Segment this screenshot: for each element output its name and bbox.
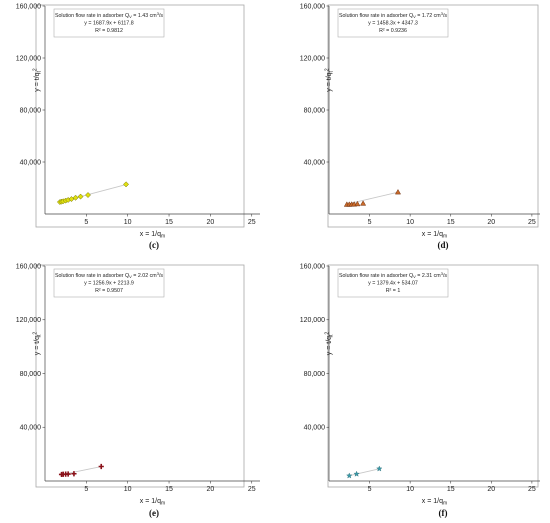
y-tick-label: 80,000	[304, 107, 326, 114]
trend-line	[346, 191, 399, 205]
data-point	[71, 471, 77, 477]
data-point	[346, 472, 353, 479]
chart-panel-1: 40,000 80,000 120,000 160,000 5 10 15 20 25 x = 1…	[16, 3, 260, 250]
chart-panel-3: 40,000 80,000 120,000 160,000 5 10 15 20 25 x = 1…	[16, 263, 260, 518]
x-tick-label: 10	[124, 486, 132, 493]
y-tick-label: 40,000	[20, 425, 42, 432]
data-point	[354, 200, 361, 207]
legend-r-squared: R² = 0.9507	[95, 288, 123, 294]
y-tick-label: 80,000	[304, 371, 326, 378]
panel-label: (e)	[149, 508, 159, 518]
y-tick-label: 40,000	[304, 159, 326, 166]
y-axis-label: y = t/qt2	[33, 68, 43, 92]
x-tick-label: 15	[447, 219, 455, 226]
legend-box	[337, 8, 449, 38]
data-point	[360, 200, 367, 206]
plot-frame	[327, 4, 539, 228]
trend-line	[349, 468, 380, 477]
x-tick-label: 20	[487, 219, 495, 226]
y-tick-label: 160,000	[16, 263, 41, 270]
y-axis-label: y = t/qt2	[325, 68, 335, 92]
x-axis-label: x = 1/qm	[140, 231, 165, 240]
y-tick-label: 40,000	[20, 159, 42, 166]
x-tick-label: 25	[528, 486, 536, 493]
x-axis-label: x = 1/qm	[422, 231, 447, 240]
y-tick-label: 160,000	[300, 263, 325, 270]
x-tick-label: 5	[84, 486, 88, 493]
legend: Solution flow rate in adsorber QV = 1.72…	[337, 8, 449, 38]
legend-box	[53, 8, 165, 38]
x-axis-label: x = 1/qm	[140, 498, 165, 507]
plot-frame	[35, 4, 245, 228]
y-tick-label: 120,000	[300, 55, 325, 62]
data-point	[85, 192, 91, 198]
chart-panel-4: 40,000 80,000 120,000 160,000 5 10 15 20 25 x = 1…	[300, 263, 540, 518]
legend-box	[337, 268, 449, 298]
legend: Solution flow rate in adsorber QV = 2.02…	[53, 268, 165, 298]
x-tick-label: 15	[165, 486, 173, 493]
x-tick-label: 10	[406, 219, 414, 226]
x-tick-label: 25	[248, 486, 256, 493]
legend-title: Solution flow rate in adsorber QV = 1.72…	[339, 11, 447, 19]
legend-r-squared: R² = 0.9812	[95, 28, 123, 34]
y-tick-label: 80,000	[20, 371, 42, 378]
x-tick-label: 15	[165, 219, 173, 226]
x-tick-label: 20	[206, 219, 214, 226]
legend: Solution flow rate in adsorber QV = 1.43…	[53, 8, 165, 38]
plot-frame	[35, 264, 245, 488]
x-axis-label: x = 1/qm	[422, 498, 447, 507]
x-tick-label: 25	[528, 219, 536, 226]
y-tick-label: 160,000	[16, 3, 41, 10]
data-point	[376, 465, 383, 472]
chart-panel-2: 40,000 80,000 120,000 160,000 5 10 15 20 25 x = 1…	[300, 3, 540, 250]
legend-title: Solution flow rate in adsorber QV = 1.43…	[55, 11, 163, 19]
legend-title: Solution flow rate in adsorber QV = 2.02…	[55, 271, 163, 279]
legend-equation: y = 1687.9x + 6117.8	[84, 21, 133, 27]
y-axis-label: y = t/qt2	[325, 332, 335, 356]
x-tick-label: 10	[124, 219, 132, 226]
y-tick-label: 120,000	[16, 317, 41, 324]
data-point	[353, 470, 360, 477]
y-tick-label: 120,000	[300, 317, 325, 324]
y-tick-label: 120,000	[16, 55, 41, 62]
plot-frame	[327, 264, 539, 488]
data-point	[72, 194, 79, 201]
data-point	[98, 463, 104, 470]
y-tick-label: 80,000	[20, 107, 42, 114]
data-point	[394, 188, 402, 195]
legend-equation: y = 1256.9x + 2213.9	[84, 281, 134, 287]
x-tick-label: 20	[487, 486, 495, 493]
data-point	[77, 193, 84, 200]
legend-equation: y = 1379.4x + 534.07	[368, 281, 418, 287]
legend-title: Solution flow rate in adsorber QV = 2.31…	[339, 271, 447, 279]
x-tick-label: 10	[406, 486, 414, 493]
data-point	[65, 471, 71, 477]
panel-label: (c)	[149, 240, 159, 250]
panel-label: (f)	[439, 508, 448, 518]
panel-label: (d)	[438, 240, 449, 250]
y-axis-label: y = t/qt2	[33, 332, 43, 356]
legend-box	[53, 268, 165, 298]
legend-equation: y = 1458.3x + 4347.3	[368, 21, 418, 27]
legend-r-squared: R² = 0.9236	[379, 28, 407, 34]
x-tick-label: 20	[206, 486, 214, 493]
x-tick-label: 25	[248, 219, 256, 226]
data-point	[123, 181, 129, 188]
y-tick-label: 160,000	[300, 3, 325, 10]
x-tick-label: 5	[368, 486, 372, 493]
x-tick-label: 5	[84, 219, 88, 226]
y-tick-label: 40,000	[304, 425, 326, 432]
legend: Solution flow rate in adsorber QV = 2.31…	[337, 268, 449, 298]
x-tick-label: 15	[447, 486, 455, 493]
legend-r-squared: R² = 1	[386, 288, 401, 294]
x-tick-label: 5	[368, 219, 372, 226]
